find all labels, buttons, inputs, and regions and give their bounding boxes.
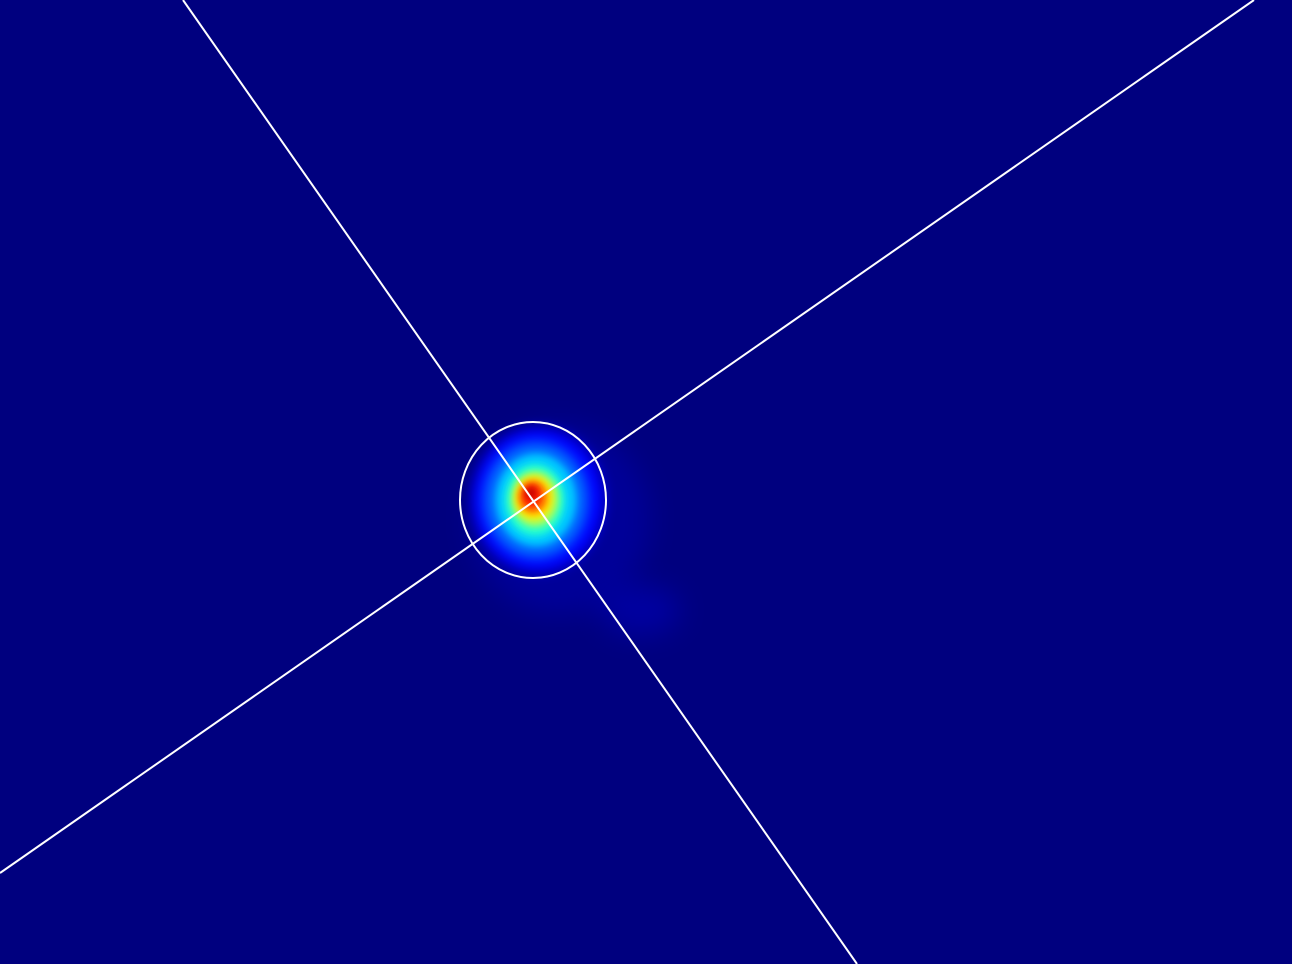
fit-ellipse [459, 421, 607, 579]
major-axis-line [182, 0, 858, 964]
beam-core [526, 487, 536, 499]
crosshair [0, 0, 1255, 964]
beam-tail [600, 585, 680, 635]
minor-axis-line [0, 0, 1255, 874]
